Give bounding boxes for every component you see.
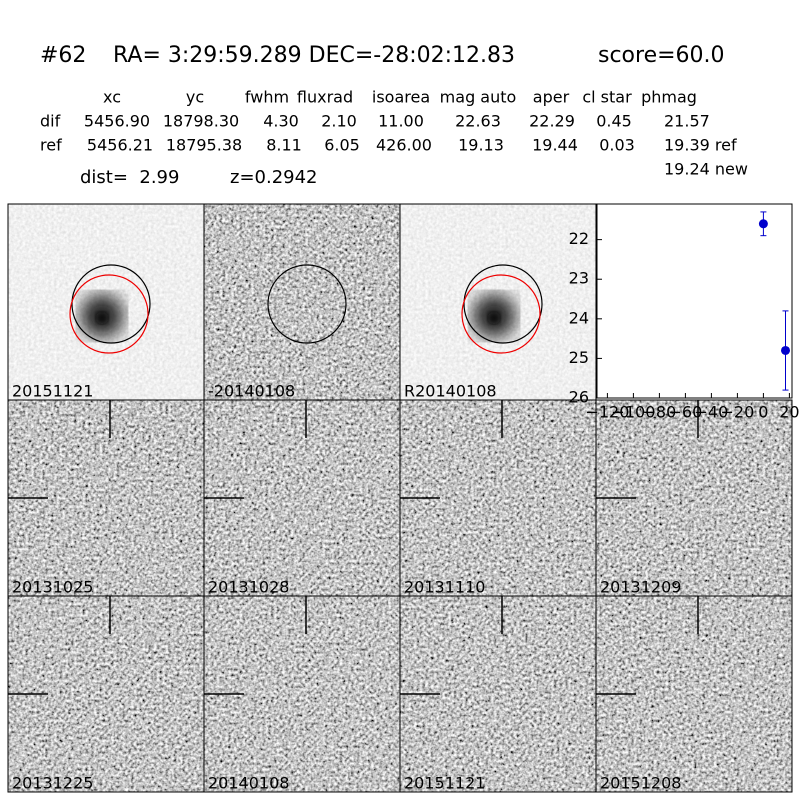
redshift: z=0.2942 [230,167,318,188]
y-tick-label: 22 [569,229,589,248]
column-header: mag auto [440,88,517,107]
cell: 426.00 [376,136,432,155]
cell: 19.39 ref [664,136,737,155]
stamp-label: 20140108 [208,774,289,793]
column-header: fwhm [245,88,289,107]
point [781,345,790,355]
point [758,219,768,229]
stamp [8,596,204,792]
x-tick-label: −120 [585,403,629,422]
distance: dist= 2.99 [80,167,179,188]
stamp-label: 20151208 [600,774,681,793]
x-tick-label: −20 [721,403,755,422]
stamp [400,596,596,792]
y-tick-label: 24 [569,308,589,327]
stamp [400,400,596,596]
source-core [488,312,500,324]
stamp-label: 20151121 [12,382,93,401]
y-tick-label: 25 [569,348,589,367]
stamp-label: 20131209 [600,578,681,597]
row-label: ref [40,136,62,155]
stamp [8,204,204,400]
stamp [204,400,400,596]
column-header: fluxrad [297,88,353,107]
score: score=60.0 [598,43,725,68]
x-tick-label: −60 [669,403,703,422]
cell: 6.05 [324,136,360,155]
panels: 20151121 -20140108 R20140108 20131025 201310… [7,203,793,793]
red-circle [69,274,149,354]
stamp-label: 20151121 [404,774,485,793]
ref-circle [71,264,151,344]
candidate-id: #62 [40,43,86,68]
plot-area [596,203,793,399]
stamp-frame [595,595,793,793]
x-tick-label: 0 [758,403,768,422]
y-tick-label: 23 [569,269,589,288]
cell: 11.00 [378,112,424,131]
cell: 8.11 [266,136,302,155]
stamp [596,596,792,792]
cell: 21.57 [664,112,710,131]
new-mag: 19.24 new [664,160,748,179]
cell: 4.30 [263,112,299,131]
stamp-image [204,204,400,400]
stamp [400,204,596,400]
stamp-label: 20131225 [12,774,93,793]
cell: 19.44 [532,136,578,155]
x-tick-label: 20 [779,403,799,422]
stamp-label: -20140108 [208,382,295,401]
stamp [204,596,400,792]
y-tick-label: 26 [569,388,589,407]
cell: 5456.90 [84,112,150,131]
cell: 0.45 [596,112,632,131]
x-tick-label: −100 [611,403,655,422]
cell: 2.10 [321,112,357,131]
stamp-label: 20131110 [404,578,485,597]
cell: 22.29 [529,112,575,131]
stamp-label: 20131025 [12,578,93,597]
cell: 22.63 [455,112,501,131]
cell: 5456.21 [87,136,153,155]
coordinates: RA= 3:29:59.289 DEC=-28:02:12.83 [113,43,515,68]
cell: 19.13 [458,136,504,155]
stamp [204,204,400,400]
stamp-label: 20131028 [208,578,289,597]
column-header: yc [186,88,204,107]
ref-circle [267,264,347,344]
column-header: phmag [641,88,697,107]
column-header: xc [103,88,121,107]
column-header: isoarea [372,88,430,107]
column-header: cl star [582,88,632,107]
cell: 18798.30 [163,112,239,131]
stamp [8,400,204,596]
cell: 0.03 [599,136,635,155]
stamp [596,400,792,596]
column-header: aper [533,88,570,107]
x-tick-label: −80 [643,403,677,422]
row-label: dif [40,112,61,131]
source-core [96,312,108,324]
x-tick-label: −40 [695,403,729,422]
ref-circle [463,264,543,344]
stamp-label: R20140108 [404,382,497,401]
red-circle [461,274,541,354]
cell: 18795.38 [166,136,242,155]
